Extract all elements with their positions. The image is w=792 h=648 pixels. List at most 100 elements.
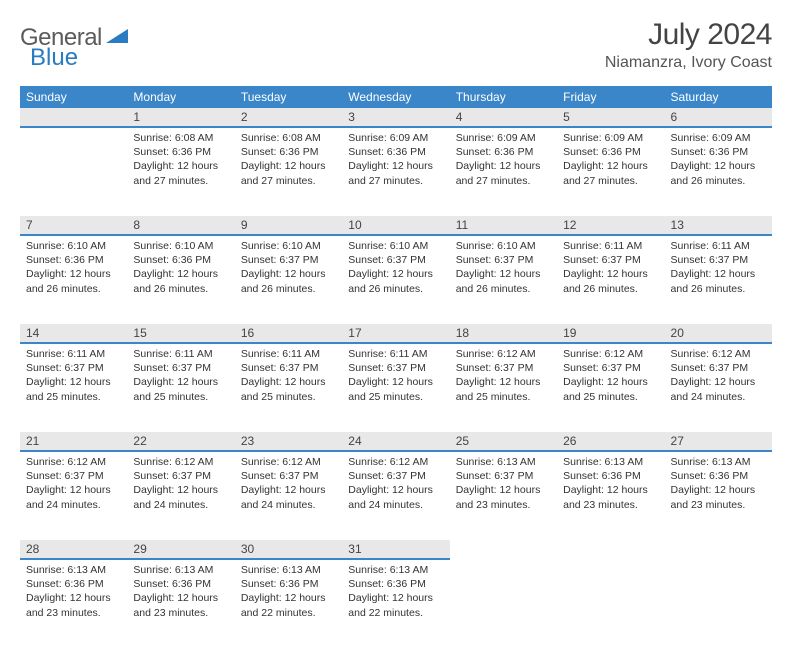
day-cell: Sunrise: 6:12 AMSunset: 6:37 PMDaylight:… (450, 344, 557, 410)
day-cell: Sunrise: 6:11 AMSunset: 6:37 PMDaylight:… (665, 236, 772, 302)
day-info-line: Sunset: 6:36 PM (563, 145, 658, 159)
day-info-line: Daylight: 12 hours (563, 267, 658, 281)
day-info-line: Daylight: 12 hours (348, 267, 443, 281)
day-cell: Sunrise: 6:11 AMSunset: 6:37 PMDaylight:… (235, 344, 342, 410)
day-info-line: Sunset: 6:36 PM (26, 577, 121, 591)
day-info-line: Daylight: 12 hours (348, 591, 443, 605)
day-cell: Sunrise: 6:09 AMSunset: 6:36 PMDaylight:… (342, 128, 449, 194)
day-info-line: Daylight: 12 hours (563, 375, 658, 389)
day-number: 27 (665, 432, 772, 452)
day-cell: Sunrise: 6:13 AMSunset: 6:36 PMDaylight:… (127, 560, 234, 626)
day-number: 11 (450, 216, 557, 236)
day-info-line: and 26 minutes. (563, 282, 658, 296)
day-info-line: and 24 minutes. (348, 498, 443, 512)
day-info-line: Sunrise: 6:12 AM (348, 455, 443, 469)
day-info-line: Sunset: 6:36 PM (133, 577, 228, 591)
day-number: 31 (342, 540, 449, 560)
day-info-line: and 25 minutes. (241, 390, 336, 404)
day-number (665, 540, 772, 558)
day-info-line: and 27 minutes. (563, 174, 658, 188)
day-info-line: Daylight: 12 hours (241, 267, 336, 281)
day-info-line: Sunset: 6:36 PM (671, 469, 766, 483)
logo-triangle-icon (106, 27, 128, 50)
day-info-line: Sunrise: 6:11 AM (671, 239, 766, 253)
day-cell: Sunrise: 6:11 AMSunset: 6:37 PMDaylight:… (342, 344, 449, 410)
day-cell: Sunrise: 6:11 AMSunset: 6:37 PMDaylight:… (127, 344, 234, 410)
day-info-line: Daylight: 12 hours (671, 483, 766, 497)
day-info-line: Sunset: 6:37 PM (133, 469, 228, 483)
day-number: 5 (557, 108, 664, 128)
day-cell: Sunrise: 6:13 AMSunset: 6:36 PMDaylight:… (665, 452, 772, 518)
day-info-line: and 24 minutes. (26, 498, 121, 512)
day-info-line: Sunrise: 6:08 AM (133, 131, 228, 145)
day-cell: Sunrise: 6:12 AMSunset: 6:37 PMDaylight:… (557, 344, 664, 410)
day-info-line: and 26 minutes. (671, 174, 766, 188)
day-info-line: Daylight: 12 hours (348, 159, 443, 173)
day-info-line: Sunrise: 6:10 AM (456, 239, 551, 253)
day-cell (557, 560, 664, 569)
day-info-line: and 26 minutes. (133, 282, 228, 296)
day-info-line: and 24 minutes. (133, 498, 228, 512)
day-info-line: Sunset: 6:36 PM (133, 253, 228, 267)
day-info-line: Daylight: 12 hours (671, 267, 766, 281)
day-number (450, 540, 557, 558)
day-info-line: Sunrise: 6:11 AM (563, 239, 658, 253)
day-info-line: and 22 minutes. (241, 606, 336, 620)
day-info-line: Sunset: 6:37 PM (348, 469, 443, 483)
day-number: 21 (20, 432, 127, 452)
day-info-line: and 23 minutes. (133, 606, 228, 620)
day-number: 25 (450, 432, 557, 452)
day-cell: Sunrise: 6:09 AMSunset: 6:36 PMDaylight:… (450, 128, 557, 194)
day-info-line: and 27 minutes. (133, 174, 228, 188)
day-info-line: Sunset: 6:37 PM (348, 361, 443, 375)
day-info-line: Sunrise: 6:12 AM (456, 347, 551, 361)
day-number: 23 (235, 432, 342, 452)
day-info-line: Sunrise: 6:13 AM (241, 563, 336, 577)
day-info-line: Sunset: 6:36 PM (671, 145, 766, 159)
day-number: 10 (342, 216, 449, 236)
day-info-line: Daylight: 12 hours (456, 159, 551, 173)
day-info-line: Sunrise: 6:10 AM (133, 239, 228, 253)
day-info-line: Sunrise: 6:12 AM (563, 347, 658, 361)
day-cell: Sunrise: 6:10 AMSunset: 6:36 PMDaylight:… (20, 236, 127, 302)
day-cell: Sunrise: 6:10 AMSunset: 6:37 PMDaylight:… (450, 236, 557, 302)
day-cell: Sunrise: 6:09 AMSunset: 6:36 PMDaylight:… (665, 128, 772, 194)
day-number: 28 (20, 540, 127, 560)
day-number: 19 (557, 324, 664, 344)
day-info-line: Sunset: 6:36 PM (456, 145, 551, 159)
day-number: 17 (342, 324, 449, 344)
day-cell (20, 128, 127, 137)
day-number: 13 (665, 216, 772, 236)
day-cell: Sunrise: 6:12 AMSunset: 6:37 PMDaylight:… (665, 344, 772, 410)
title-block: July 2024 Niamanzra, Ivory Coast (605, 18, 772, 72)
day-info-line: Sunset: 6:37 PM (456, 469, 551, 483)
weekday-header: Wednesday (342, 86, 449, 108)
weekday-header: Monday (127, 86, 234, 108)
day-info-line: Daylight: 12 hours (133, 375, 228, 389)
day-info-line: Sunrise: 6:12 AM (671, 347, 766, 361)
day-number: 20 (665, 324, 772, 344)
day-info-line: Sunset: 6:37 PM (133, 361, 228, 375)
day-info-line: Sunrise: 6:13 AM (563, 455, 658, 469)
day-cell: Sunrise: 6:08 AMSunset: 6:36 PMDaylight:… (235, 128, 342, 194)
day-info-line: Sunset: 6:36 PM (241, 577, 336, 591)
day-info-line: and 23 minutes. (671, 498, 766, 512)
weekday-header: Saturday (665, 86, 772, 108)
day-info-line: and 25 minutes. (26, 390, 121, 404)
day-info-line: Daylight: 12 hours (671, 159, 766, 173)
day-info-line: Sunrise: 6:11 AM (241, 347, 336, 361)
day-number: 8 (127, 216, 234, 236)
day-number: 18 (450, 324, 557, 344)
day-info-line: Daylight: 12 hours (456, 483, 551, 497)
day-number: 15 (127, 324, 234, 344)
weekday-header: Sunday (20, 86, 127, 108)
day-number: 16 (235, 324, 342, 344)
day-info-line: Sunset: 6:36 PM (563, 469, 658, 483)
day-info-line: and 26 minutes. (26, 282, 121, 296)
day-info-line: and 24 minutes. (241, 498, 336, 512)
day-cell: Sunrise: 6:13 AMSunset: 6:36 PMDaylight:… (342, 560, 449, 626)
day-number (557, 540, 664, 558)
day-cell: Sunrise: 6:12 AMSunset: 6:37 PMDaylight:… (342, 452, 449, 518)
day-info-line: and 25 minutes. (348, 390, 443, 404)
day-number: 2 (235, 108, 342, 128)
